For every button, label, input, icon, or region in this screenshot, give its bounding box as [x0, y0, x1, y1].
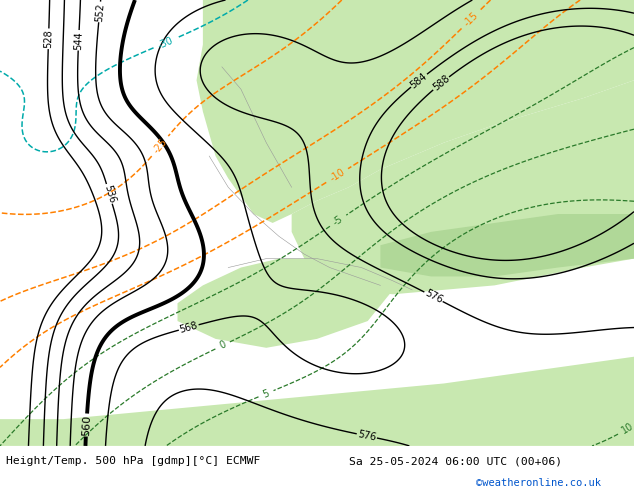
- Polygon shape: [380, 214, 634, 276]
- Polygon shape: [292, 80, 634, 294]
- Text: 576: 576: [423, 288, 444, 305]
- Text: 588: 588: [430, 74, 451, 93]
- Polygon shape: [197, 0, 634, 223]
- Text: -15: -15: [462, 10, 480, 28]
- Text: 584: 584: [409, 71, 429, 90]
- Text: 5: 5: [261, 388, 271, 399]
- Polygon shape: [0, 357, 634, 446]
- Text: -10: -10: [328, 167, 346, 184]
- Text: Sa 25-05-2024 06:00 UTC (00+06): Sa 25-05-2024 06:00 UTC (00+06): [349, 456, 562, 466]
- Polygon shape: [203, 53, 266, 125]
- Text: 576: 576: [357, 429, 377, 442]
- Text: -30: -30: [156, 35, 174, 50]
- Text: -5: -5: [331, 214, 345, 227]
- Text: 552: 552: [94, 2, 105, 22]
- Polygon shape: [178, 259, 393, 348]
- Text: 544: 544: [74, 31, 84, 49]
- Text: 560: 560: [81, 414, 92, 436]
- Text: 568: 568: [179, 320, 199, 335]
- Text: Height/Temp. 500 hPa [gdmp][°C] ECMWF: Height/Temp. 500 hPa [gdmp][°C] ECMWF: [6, 456, 261, 466]
- Text: 536: 536: [102, 184, 117, 204]
- Text: 0: 0: [217, 340, 228, 351]
- Text: 10: 10: [620, 421, 634, 436]
- Text: 528: 528: [43, 29, 54, 48]
- Text: -25: -25: [151, 137, 169, 155]
- Text: ©weatheronline.co.uk: ©weatheronline.co.uk: [476, 478, 600, 489]
